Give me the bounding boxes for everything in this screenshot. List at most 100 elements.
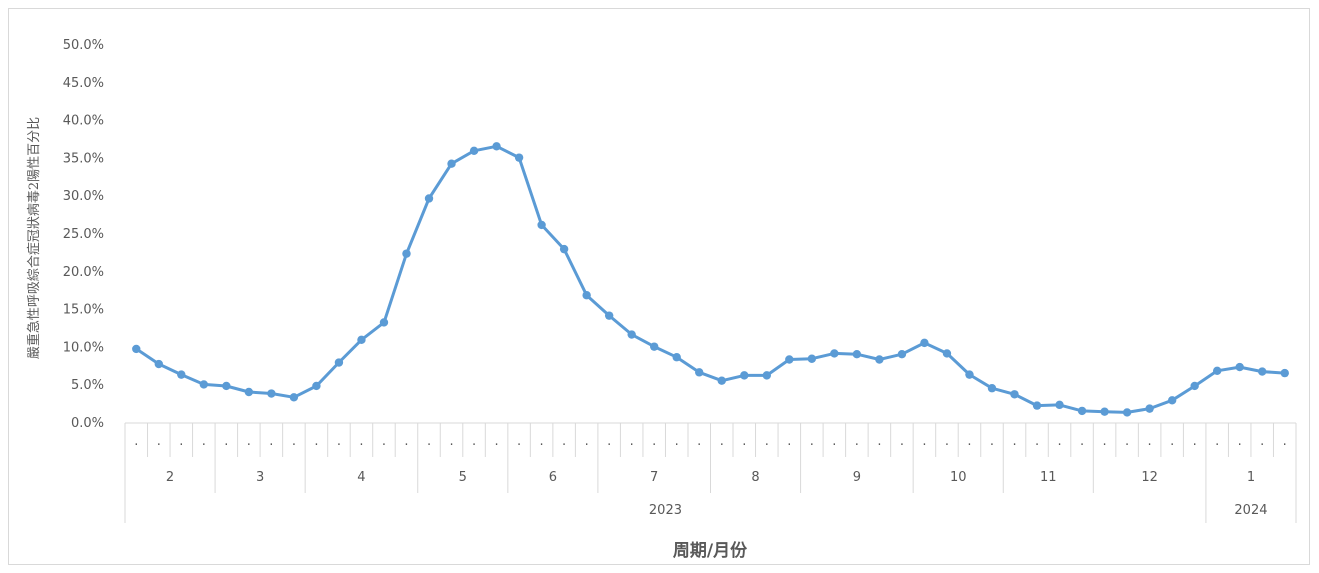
data-point <box>1280 368 1289 378</box>
month-label: 8 <box>751 470 759 485</box>
data-point <box>379 318 389 327</box>
data-point <box>965 370 974 379</box>
week-marker: · <box>810 438 814 453</box>
data-point <box>334 358 344 367</box>
year-label: 2023 <box>649 503 682 518</box>
month-label: 12 <box>1141 470 1158 485</box>
data-point <box>559 244 569 254</box>
data-point <box>1235 362 1244 372</box>
data-point <box>1032 401 1042 410</box>
y-tick-label: 10.0% <box>63 340 104 355</box>
data-point <box>785 355 794 364</box>
y-tick-label: 30.0% <box>63 189 104 204</box>
y-tick-label: 40.0% <box>63 114 104 129</box>
data-point <box>604 311 614 320</box>
month-label: 2 <box>166 470 174 485</box>
week-marker: · <box>1148 438 1152 453</box>
week-marker: · <box>585 438 589 453</box>
week-marker: · <box>134 438 138 453</box>
data-point <box>402 249 411 258</box>
week-marker: · <box>382 438 386 453</box>
data-point <box>1122 408 1132 417</box>
week-marker: · <box>562 438 566 453</box>
week-marker: · <box>427 438 431 453</box>
data-point <box>807 354 817 363</box>
data-point <box>1212 366 1222 376</box>
week-marker: · <box>1283 438 1287 453</box>
data-point <box>852 350 862 359</box>
data-point <box>762 371 771 380</box>
week-marker: · <box>1170 438 1174 453</box>
week-marker: · <box>179 438 183 453</box>
data-point <box>492 142 501 151</box>
data-point <box>897 350 907 359</box>
week-marker: · <box>877 438 881 453</box>
week-marker: · <box>202 438 206 453</box>
week-marker: · <box>1193 438 1197 453</box>
week-marker: · <box>1080 438 1084 453</box>
data-point <box>177 370 186 379</box>
month-label: 1 <box>1247 470 1255 485</box>
data-point <box>1167 396 1177 405</box>
data-point <box>447 159 456 168</box>
data-point <box>942 349 952 358</box>
data-point <box>514 153 524 162</box>
month-label: 7 <box>650 470 658 485</box>
y-tick-label: 15.0% <box>63 303 104 318</box>
week-marker: · <box>675 438 679 453</box>
year-label: 2024 <box>1234 503 1267 518</box>
data-point <box>424 194 434 203</box>
week-marker: · <box>472 438 476 453</box>
data-point <box>289 393 299 402</box>
week-marker: · <box>224 438 228 453</box>
week-marker: · <box>359 438 363 453</box>
y-tick-label: 0.0% <box>71 416 104 431</box>
week-marker: · <box>517 438 521 453</box>
week-marker: · <box>157 438 161 453</box>
data-point <box>244 387 254 397</box>
week-marker: · <box>945 438 949 453</box>
week-marker: · <box>449 438 453 453</box>
month-label: 11 <box>1040 470 1057 485</box>
data-point <box>627 330 636 339</box>
data-point <box>1100 407 1109 416</box>
month-label: 10 <box>950 470 967 485</box>
y-tick-label: 20.0% <box>63 265 104 280</box>
week-marker: · <box>922 438 926 453</box>
data-point <box>469 146 479 156</box>
week-marker: · <box>742 438 746 453</box>
data-point <box>582 291 591 300</box>
week-marker: · <box>1057 438 1061 453</box>
week-marker: · <box>855 438 859 453</box>
month-label: 9 <box>853 470 861 485</box>
data-point <box>830 349 839 358</box>
x-axis-title: 周期/月份 <box>673 540 748 561</box>
week-marker: · <box>1238 438 1242 453</box>
week-marker: · <box>292 438 296 453</box>
week-marker: · <box>967 438 971 453</box>
data-point <box>717 376 726 385</box>
week-marker: · <box>1012 438 1016 453</box>
month-label: 3 <box>256 470 264 485</box>
week-marker: · <box>832 438 836 453</box>
week-marker: · <box>630 438 634 453</box>
data-point <box>920 338 929 348</box>
week-marker: · <box>765 438 769 453</box>
data-point <box>222 381 231 391</box>
data-point <box>650 342 659 351</box>
data-point <box>1010 390 1019 399</box>
series-line <box>134 144 1287 414</box>
data-point <box>875 355 884 364</box>
data-point <box>357 335 366 345</box>
week-marker: · <box>337 438 341 453</box>
y-tick-label: 50.0% <box>63 38 104 53</box>
week-marker: · <box>1260 438 1264 453</box>
data-point <box>1190 381 1199 391</box>
week-marker: · <box>540 438 544 453</box>
week-marker: · <box>900 438 904 453</box>
y-axis-tick-labels: 0.0% 5.0% 10.0% 15.0% 20.0% 25.0% 30.0% 35.0% 40… <box>63 38 104 431</box>
data-point <box>1077 406 1087 416</box>
y-tick-label: 35.0% <box>63 151 104 166</box>
data-point <box>987 384 997 393</box>
